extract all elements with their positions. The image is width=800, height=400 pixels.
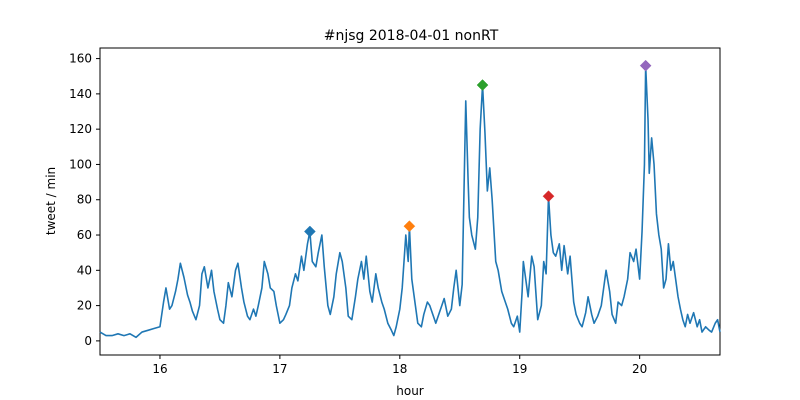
peak-marker [639, 59, 652, 72]
x-tick-label: 16 [152, 362, 167, 376]
x-axis: 16 17 18 19 20 [152, 355, 647, 376]
y-tick-label: 120 [69, 122, 92, 136]
y-tick-label: 80 [77, 193, 92, 207]
y-tick-label: 60 [77, 228, 92, 242]
x-tick-label: 18 [392, 362, 407, 376]
y-tick-label: 140 [69, 87, 92, 101]
x-tick-label: 20 [632, 362, 647, 376]
peak-markers [304, 59, 652, 238]
y-tick-label: 20 [77, 299, 92, 313]
y-tick-label: 40 [77, 263, 92, 277]
series-layer [99, 64, 721, 339]
chart-title: #njsg 2018-04-01 nonRT [324, 28, 499, 44]
x-tick-label: 17 [272, 362, 287, 376]
x-axis-label: hour [396, 384, 424, 398]
peak-marker [542, 190, 555, 203]
plot-area-frame [99, 47, 721, 356]
y-tick-label: 160 [69, 52, 92, 66]
peak-marker [476, 79, 489, 91]
peak-marker [403, 220, 416, 233]
x-tick-label: 19 [512, 362, 527, 376]
y-tick-label: 0 [84, 334, 92, 348]
y-axis-label: tweet / min [44, 167, 58, 235]
y-axis: 0 20 40 60 80 100 120 140 160 [69, 52, 100, 348]
y-tick-label: 100 [69, 157, 92, 171]
peak-marker [304, 225, 316, 238]
series-line [99, 64, 721, 339]
